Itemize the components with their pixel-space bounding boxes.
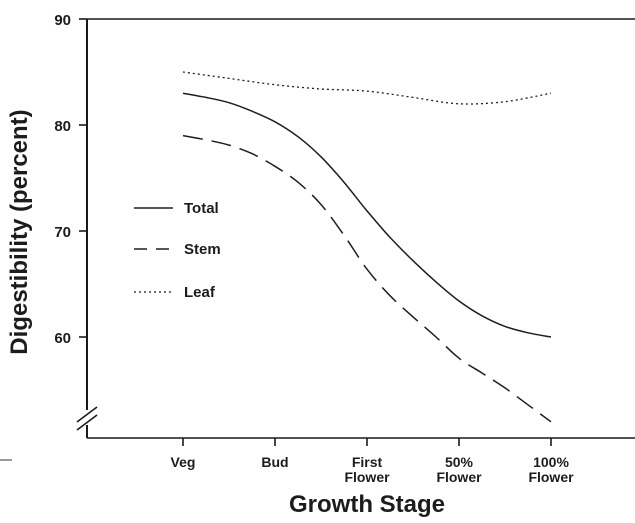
series-line-total [182,92,552,338]
y-tick-label: 80 [54,118,71,135]
x-tick-label: Bud [261,454,288,470]
y-tick-label: 70 [54,224,71,241]
y-axis-label: Digestibility (percent) [6,109,33,354]
axis-break-mark [76,414,98,431]
legend-label-total: Total [184,200,219,217]
x-tick-label: Flower [344,469,390,485]
legend-label-leaf: Leaf [184,284,216,301]
series-line-leaf [182,71,552,105]
x-tick-label: Flower [436,469,482,485]
x-tick-label: 50% [445,454,474,470]
series-group [182,71,552,423]
x-tick-label: 100% [533,454,569,470]
y-tick-label: 60 [54,330,71,347]
series-line-stem [182,134,552,423]
legend: Total Stem Leaf [134,200,221,301]
axis-break-mark [76,406,98,423]
x-tick-label: Flower [528,469,574,485]
axes [0,18,635,461]
x-tick-label: Veg [171,454,196,470]
legend-label-stem: Stem [184,241,221,258]
x-axis-label: Growth Stage [289,491,445,518]
y-tick-label: 90 [54,12,71,29]
x-tick-label: First [352,454,383,470]
